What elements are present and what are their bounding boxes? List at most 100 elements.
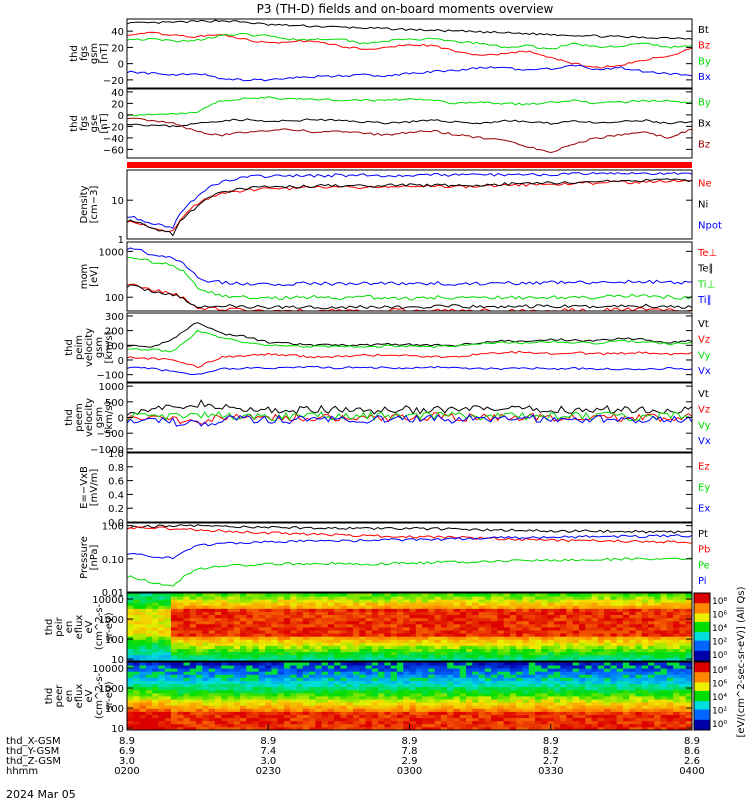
spectrogram-cell [246,720,253,725]
spectrogram-cell [183,686,191,691]
spectrogram-cell [258,617,266,622]
spectrogram-cell [535,605,542,609]
spectrogram-cell [396,642,404,646]
spectrogram-cell [484,636,492,640]
spectrogram-cell [472,677,479,681]
spectrogram-cell [189,699,197,703]
spectrogram-cell [673,654,680,659]
spectrogram-cell [679,683,687,688]
spectrogram-cell [497,611,505,616]
spectrogram-cell [422,596,429,600]
spectrogram-cell [535,726,542,731]
spectrogram-cell [252,686,260,691]
spectrogram-cell [535,714,542,719]
spectrogram-cell [585,726,592,731]
spectrogram-cell [189,714,197,719]
spectrogram-cell [252,657,260,662]
spectrogram-cell [265,662,272,666]
spectrogram-cell [566,596,574,600]
spectrogram-cell [183,602,191,606]
spectrogram-cell [346,617,354,622]
spectrogram-cell [170,645,178,650]
spectrogram-cell [390,692,398,697]
spectrogram-cell [547,605,555,609]
spectrogram-cell [158,668,166,672]
spectrogram-cell [572,645,580,650]
spectrogram-cell [127,642,134,646]
spectrogram-cell [233,671,241,675]
spectrogram-cell [409,708,417,712]
spectrogram-cell [378,692,385,697]
spectrogram-cell [497,636,505,640]
spectrogram-cell [334,657,341,662]
spectrogram-cell [258,642,266,646]
spectrogram-cell [434,596,442,600]
spectrogram-cell [396,686,404,691]
spectrogram-cell [654,617,662,622]
spectrogram-cell [371,596,379,600]
spectrogram-cell [635,623,643,628]
spectrogram-cell [152,677,159,681]
ylabel-line: eflux [74,684,85,709]
spectrogram-cell [227,665,235,669]
spectrogram-cell [139,720,147,725]
spectrogram-cell [547,617,555,622]
spectrogram-cell [277,602,285,606]
spectrogram-cell [673,671,680,675]
spectrogram-cell [246,611,253,616]
spectrogram-cell [240,611,247,616]
spectrogram-cell [208,665,216,669]
spectrogram-cell [221,705,228,709]
spectrogram-cell [145,599,153,603]
spectrogram-cell [497,654,505,659]
spectrogram-cell [579,665,586,669]
spectrogram-cell [371,651,379,656]
colorbar-cell [694,644,710,647]
spectrogram-cell [597,662,605,666]
spectrogram-cell [673,639,680,643]
spectrogram-cell [503,711,511,715]
spectrogram-cell [327,689,335,694]
spectrogram-cell [290,723,297,728]
spectrogram-cell [541,708,549,712]
spectrogram-cell [604,608,611,612]
spectrogram-cell [491,599,498,603]
spectrogram-cell [660,692,668,697]
spectrogram-cell [415,657,423,662]
spectrogram-cell [384,657,392,662]
spectrogram-cell [283,611,291,616]
spectrogram-cell [673,642,680,646]
spectrogram-cell [346,692,354,697]
spectrogram-cell [283,699,291,703]
spectrogram-cell [327,651,335,656]
spectrogram-cell [346,702,354,706]
spectrogram-cell [346,683,354,688]
spectrogram-cell [133,717,140,722]
spectrogram-cell [666,602,674,606]
spectrogram-cell [434,714,442,719]
spectrogram-cell [214,692,222,697]
spectrogram-cell [164,714,172,719]
spectrogram-cell [371,699,379,703]
spectrogram-cell [365,599,373,603]
spectrogram-cell [246,680,253,685]
colorbar-cell [694,642,710,645]
spectrogram-cell [246,633,253,637]
spectrogram-cell [685,717,693,722]
spectrogram-cell [572,608,580,612]
spectrogram-cell [579,657,586,662]
spectrogram-cell [170,620,178,625]
spectrogram-cell [428,633,436,637]
spectrogram-cell [233,662,241,666]
spectrogram-cell [271,639,279,643]
spectrogram-cell [654,705,662,709]
spectrogram-cell [158,702,166,706]
spectrogram-cell [145,608,153,612]
spectrogram-cell [497,689,505,694]
spectrogram-cell [265,620,272,625]
spectrogram-cell [296,686,304,691]
spectrogram-cell [158,717,166,722]
spectrogram-cell [145,680,153,685]
spectrogram-cell [654,654,662,659]
